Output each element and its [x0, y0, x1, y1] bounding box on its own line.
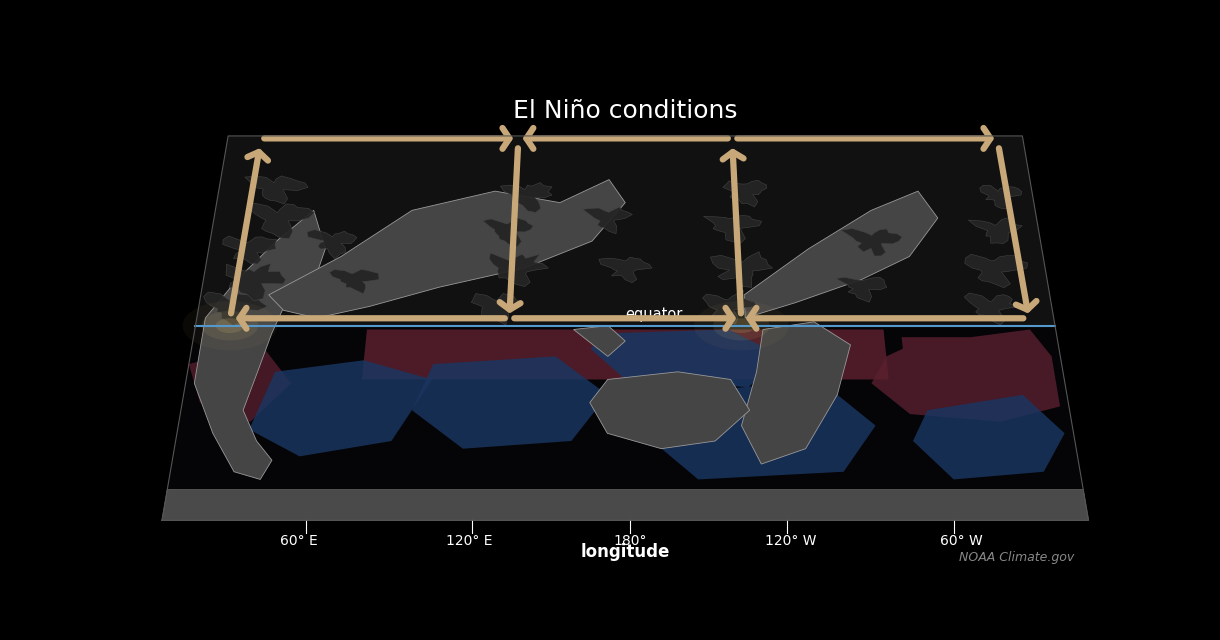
- Polygon shape: [836, 277, 887, 302]
- Polygon shape: [742, 322, 850, 464]
- Polygon shape: [969, 218, 1022, 243]
- Circle shape: [183, 301, 277, 350]
- Polygon shape: [589, 372, 749, 449]
- Polygon shape: [249, 360, 432, 456]
- Polygon shape: [194, 211, 326, 479]
- Text: longitude: longitude: [581, 543, 670, 561]
- Polygon shape: [500, 182, 553, 212]
- Polygon shape: [965, 254, 1027, 288]
- Polygon shape: [710, 252, 772, 287]
- Polygon shape: [483, 217, 533, 246]
- Polygon shape: [471, 294, 521, 325]
- Polygon shape: [704, 216, 761, 243]
- Polygon shape: [744, 191, 938, 318]
- Polygon shape: [964, 293, 1022, 325]
- Polygon shape: [412, 356, 608, 449]
- Polygon shape: [362, 330, 888, 380]
- Polygon shape: [590, 330, 782, 387]
- Polygon shape: [583, 207, 632, 234]
- Polygon shape: [573, 326, 625, 356]
- Circle shape: [216, 318, 244, 333]
- Polygon shape: [871, 330, 1060, 422]
- Polygon shape: [980, 185, 1021, 209]
- Text: 120° E: 120° E: [447, 534, 493, 548]
- Polygon shape: [841, 228, 902, 256]
- Polygon shape: [223, 236, 277, 264]
- Polygon shape: [245, 176, 309, 204]
- Polygon shape: [248, 203, 315, 239]
- Text: 60° E: 60° E: [281, 534, 318, 548]
- Polygon shape: [162, 326, 1088, 520]
- Polygon shape: [268, 180, 625, 318]
- Polygon shape: [189, 345, 292, 422]
- Polygon shape: [913, 395, 1065, 479]
- Polygon shape: [722, 180, 767, 207]
- Polygon shape: [162, 136, 1088, 520]
- Polygon shape: [226, 264, 285, 301]
- Text: El Niño conditions: El Niño conditions: [512, 99, 738, 123]
- Circle shape: [201, 311, 259, 340]
- Text: NOAA Climate.gov: NOAA Climate.gov: [959, 550, 1075, 564]
- Text: 180°: 180°: [614, 534, 647, 548]
- Circle shape: [727, 318, 755, 333]
- Polygon shape: [643, 380, 876, 479]
- Polygon shape: [204, 292, 267, 326]
- Circle shape: [712, 311, 770, 340]
- Text: 60° W: 60° W: [939, 534, 982, 548]
- Polygon shape: [599, 257, 651, 283]
- Polygon shape: [162, 490, 1088, 520]
- Text: 120° W: 120° W: [765, 534, 816, 548]
- Circle shape: [694, 301, 788, 350]
- Polygon shape: [703, 290, 756, 324]
- Polygon shape: [329, 269, 379, 294]
- Text: equator: equator: [625, 307, 683, 322]
- Polygon shape: [489, 253, 548, 287]
- Polygon shape: [307, 230, 357, 259]
